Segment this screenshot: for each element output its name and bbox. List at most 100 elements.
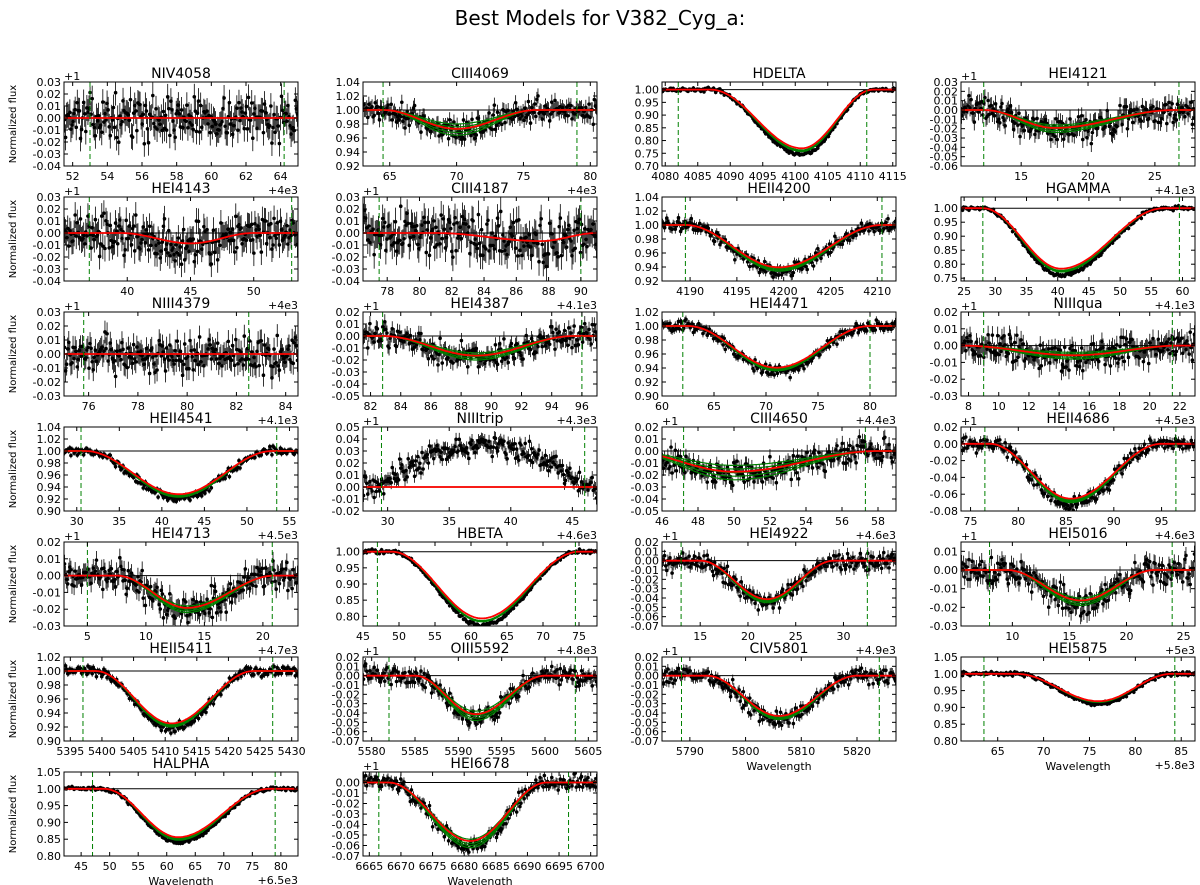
data-point [383,220,387,225]
x-tick-label: 78 [131,400,145,413]
y-tick-label: 0.85 [635,122,660,135]
data-point [165,251,170,255]
data-point [540,242,545,247]
data-point [512,114,517,119]
data-point [164,128,169,132]
data-point [261,373,266,378]
data-point [677,327,682,331]
plot-body [662,312,896,396]
data-point [762,259,767,264]
data-point [1055,137,1060,142]
data-point [452,120,456,124]
data-point [370,105,374,109]
data-point [145,126,150,131]
data-point [77,109,82,113]
data-point [295,111,298,116]
data-point [1049,137,1053,142]
data-point [244,238,249,243]
data-point [195,249,200,254]
plot-body [363,312,597,396]
data-point [274,360,278,365]
data-point [183,119,188,123]
y-tick-label: -0.01 [332,342,360,355]
data-point [114,135,119,140]
data-point [257,363,261,368]
x-offset-label: +4e3 [268,299,298,312]
data-point [1084,117,1088,122]
x-tick-label: 35 [1020,285,1034,298]
data-point [190,354,194,359]
data-point [536,241,540,246]
x-tick-label: 62 [239,170,253,183]
y-tick-label: 0.98 [336,118,361,131]
panel-title: CIII4187 [451,181,509,197]
data-point [986,98,990,103]
data-point [519,236,523,241]
y-tick-label: 1.02 [635,205,660,218]
data-point [127,118,132,122]
data-point [232,250,237,254]
data-point [403,126,407,130]
data-point [193,252,198,257]
data-point [495,362,500,367]
best-model-line [363,335,597,357]
data-point [175,250,180,255]
data-point [397,330,402,334]
data-point [124,218,129,223]
data-point [147,371,152,376]
y-tick-label: 0.01 [37,215,62,228]
y-tick-label: 0.00 [934,104,959,117]
best-model-line [961,207,1195,270]
data-point [89,246,93,250]
y-tick-label: 0.96 [336,132,361,145]
data-point [128,97,133,102]
data-point [371,227,375,232]
data-point [549,100,554,104]
x-tick-label: 58 [170,170,184,183]
data-point [102,211,106,216]
data-point [1139,119,1144,123]
data-point [714,230,719,235]
data-point [166,358,171,362]
data-point [125,365,130,370]
data-point [92,237,97,242]
data-point [453,215,457,220]
data-point [1053,134,1057,139]
y-tick-label: 0.95 [635,96,660,109]
data-point [208,130,213,135]
panel-hei4143: HEI4143 -0.04-0.03-0.02-0.010.000.010.020… [8,181,299,312]
data-point [227,100,232,105]
plot-body [662,82,896,166]
x-tick-label: 4200 [770,285,798,298]
data-point [462,137,467,141]
data-point [892,225,896,229]
data-point [1022,128,1027,133]
data-point [162,217,167,221]
data-point [393,219,398,224]
data-point [580,340,585,344]
data-point [89,346,93,351]
data-point [425,347,430,352]
data-point [676,215,681,220]
data-point [249,350,254,354]
data-point [553,347,557,351]
y-tick-label: 1.00 [635,84,660,97]
data-point [814,258,819,262]
data-point [249,101,254,105]
data-point [491,113,496,117]
data-point [175,339,180,343]
y-tick-label: 0.01 [336,215,361,228]
panel-title: HEI4143 [151,181,210,197]
data-point [375,327,380,331]
axes-frame [960,196,1196,282]
x-tick-label: 82 [445,285,459,298]
y-tick-label: 0.94 [635,261,660,274]
data-point [702,90,706,94]
data-point [581,242,586,247]
data-point [235,106,239,111]
data-point [187,366,191,371]
data-point [271,243,275,247]
data-point [73,213,77,217]
data-point [123,248,127,252]
data-point [469,133,473,138]
